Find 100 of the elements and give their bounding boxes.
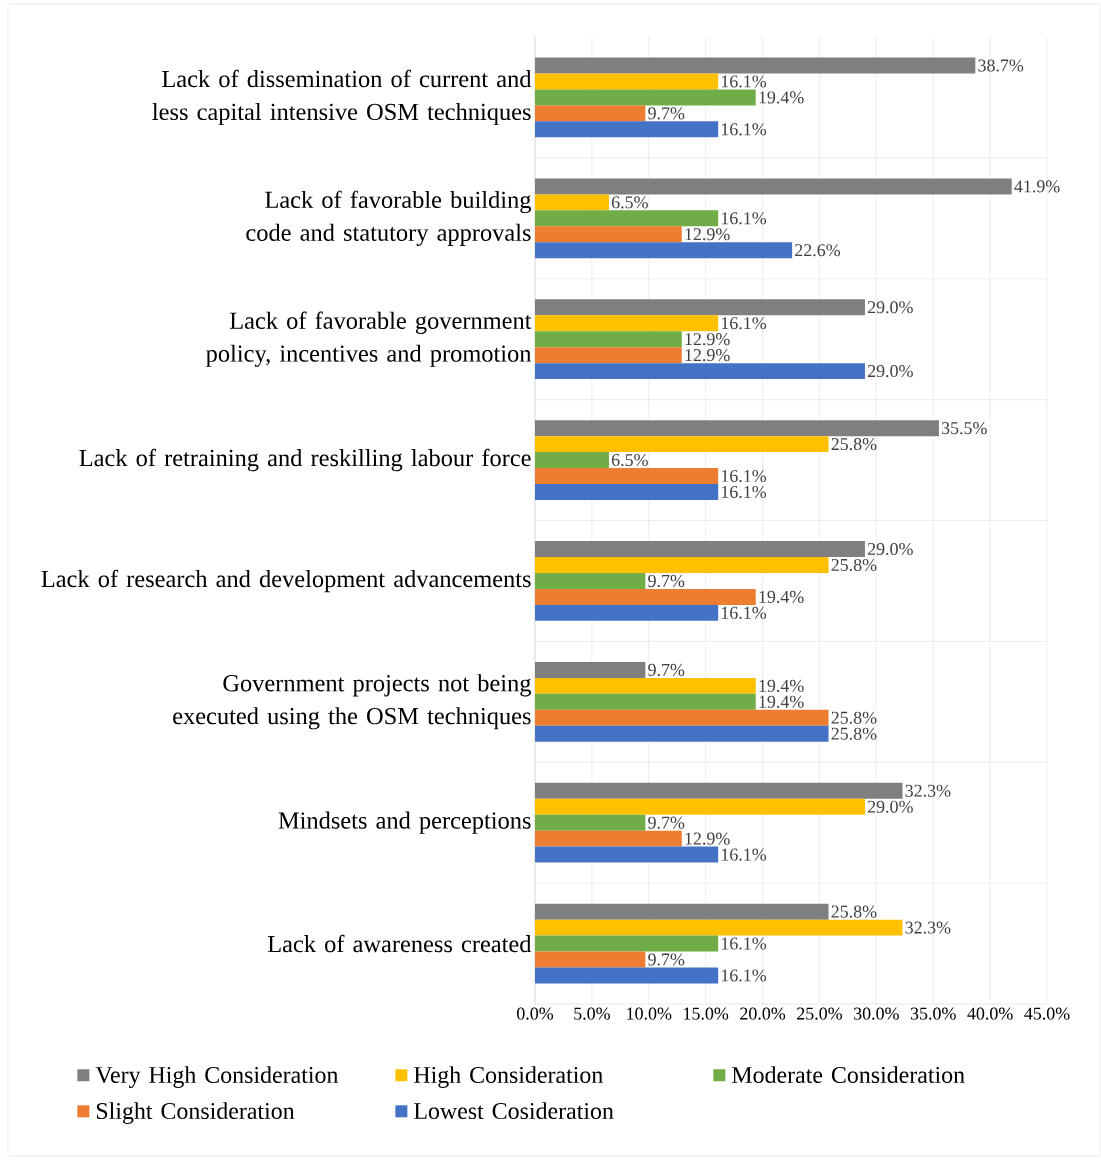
data-label: 16.1% — [721, 937, 767, 950]
data-label: 9.7% — [648, 816, 685, 829]
data-label: 9.7% — [648, 574, 685, 588]
data-label: 12.9% — [685, 832, 730, 845]
data-label: 12.9% — [685, 349, 730, 362]
data-label: 25.8% — [831, 905, 877, 918]
bar — [535, 709, 829, 726]
bar — [535, 830, 682, 847]
x-tick-label: 25.0% — [797, 1007, 842, 1020]
y-tick-label: Lack of dissemination of current and less capital intensive OSM techniques — [152, 69, 532, 126]
data-label: 19.4% — [759, 91, 804, 104]
data-label: 22.6% — [795, 244, 841, 257]
bar — [535, 210, 719, 227]
bar — [535, 846, 719, 863]
bar — [535, 89, 756, 106]
bar — [535, 935, 719, 952]
x-tick-label: 0.0% — [517, 1007, 554, 1020]
bar — [535, 57, 976, 74]
data-label: 25.8% — [831, 727, 877, 740]
x-tick-label: 30.0% — [854, 1007, 899, 1020]
bar — [535, 420, 939, 437]
bar — [535, 299, 865, 316]
data-label: 25.8% — [831, 558, 877, 572]
bar — [535, 604, 719, 621]
bar — [535, 588, 756, 605]
x-tick-label: 20.0% — [740, 1007, 786, 1020]
bar — [535, 194, 609, 211]
bar — [535, 73, 719, 90]
bar — [535, 557, 829, 573]
data-label: 12.9% — [685, 333, 730, 346]
bar — [535, 572, 646, 589]
data-label: 29.0% — [867, 542, 913, 556]
legend-label: Moderate Consideration — [732, 1066, 965, 1084]
data-label: 9.7% — [648, 107, 685, 120]
data-label: 25.8% — [831, 438, 877, 451]
data-label: 16.1% — [721, 969, 767, 982]
bar — [535, 121, 719, 138]
y-tick-label: Lack of favorable government policy, incentives and promotion — [206, 311, 532, 367]
legend-label: Very High Consideration — [95, 1066, 339, 1088]
data-label: 16.1% — [721, 848, 767, 861]
y-tick-label: Lack of awareness created — [267, 934, 532, 953]
data-label: 9.7% — [648, 953, 685, 966]
legend-label: Lowest Cosideration — [414, 1102, 614, 1120]
y-tick-label: Lack of research and development advancements — [41, 569, 531, 593]
bar — [535, 315, 719, 332]
bar — [535, 725, 829, 742]
bar — [535, 661, 646, 678]
bar — [535, 226, 682, 243]
x-tick-label: 15.0% — [684, 1007, 729, 1020]
data-label: 16.1% — [721, 485, 767, 499]
x-tick-label: 45.0% — [1024, 1007, 1070, 1020]
bar — [535, 798, 865, 815]
bar — [535, 967, 719, 984]
y-tick-label: Lack of retraining and reskilling labour force — [79, 448, 531, 472]
y-tick-label: Government projects not being executed using the OSM techniques — [173, 674, 532, 730]
bar — [535, 242, 793, 259]
data-label: 16.1% — [721, 317, 767, 330]
data-label: 32.3% — [905, 784, 951, 797]
data-label: 6.5% — [611, 453, 648, 467]
legend-label: Slight Consideration — [96, 1102, 295, 1125]
data-label: 12.9% — [685, 228, 730, 241]
bar — [535, 468, 719, 484]
data-label: 29.0% — [867, 365, 913, 378]
data-label: 35.5% — [941, 422, 987, 435]
x-tick-label: 10.0% — [627, 1007, 672, 1020]
legend-label: High Consideration — [414, 1066, 603, 1088]
bar — [535, 782, 903, 799]
data-label: 16.1% — [721, 212, 767, 225]
data-label: 38.7% — [978, 59, 1024, 72]
data-label: 29.0% — [867, 301, 913, 314]
bar — [535, 452, 609, 469]
y-tick-label: Mindsets and perceptions — [278, 811, 531, 834]
bar — [535, 484, 719, 500]
data-label: 19.4% — [759, 695, 804, 708]
bar — [535, 541, 865, 558]
bar — [535, 105, 646, 122]
data-label: 16.1% — [721, 75, 767, 88]
data-label: 25.8% — [831, 711, 877, 724]
bar — [535, 331, 682, 348]
data-label: 41.9% — [1014, 180, 1060, 193]
data-label: 16.1% — [721, 469, 767, 483]
bar — [535, 363, 865, 380]
bar — [535, 693, 756, 710]
x-tick-label: 40.0% — [967, 1007, 1013, 1020]
x-tick-label: 5.0% — [574, 1007, 610, 1020]
data-label: 16.1% — [721, 123, 767, 136]
bar — [535, 178, 1012, 195]
x-tick-label: 35.0% — [910, 1007, 956, 1020]
data-label: 19.4% — [759, 679, 804, 692]
data-label: 9.7% — [648, 663, 685, 676]
bar — [535, 436, 829, 453]
bar — [535, 677, 756, 694]
data-label: 32.3% — [905, 921, 951, 934]
bar — [535, 814, 646, 831]
data-label: 19.4% — [759, 590, 804, 603]
bar — [535, 903, 829, 920]
data-label: 6.5% — [611, 196, 648, 209]
bar — [535, 347, 682, 364]
bar — [535, 951, 646, 968]
bar — [535, 919, 903, 936]
